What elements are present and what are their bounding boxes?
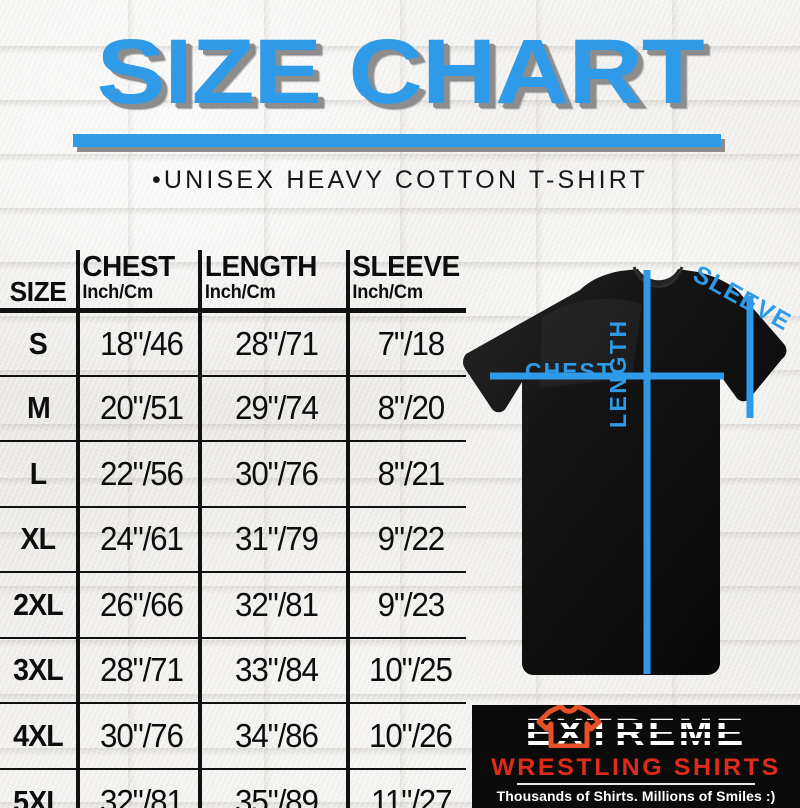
page-title: SIZE CHART [96,21,704,123]
cell-size: L [0,440,78,507]
tshirt-collar-seam [632,266,684,288]
length-label: LENGTH [605,318,631,428]
column-header-chest: CHEST Inch/Cm [76,250,200,313]
logo-tagline: Thousands of Shirts. Millions of Smiles … [496,788,776,804]
logo-subbrand-text: WRESTLING SHIRTS [491,754,781,781]
size-chart-table: SIZE CHEST Inch/Cm LENGTH Inch/Cm SLEEVE… [0,250,466,808]
tshirt-diagram: CHEST LENGTH SLEEVE [462,258,800,710]
cell-size: S [28,325,48,361]
cell-length: 31"/79 [198,505,348,572]
cell-size: 4XL [0,702,78,769]
logo-divider [517,783,755,785]
cell-sleeve: 9"/22 [346,505,466,572]
cell-chest: 18"/46 [76,310,200,376]
cell-size: 5XL [0,767,78,808]
cell-sleeve: 9"/23 [346,571,466,638]
cell-chest: 24"/61 [76,505,200,572]
tshirt-body [463,269,787,675]
cell-size: M [0,374,78,441]
cell-size: XL [0,505,78,572]
table-row: S 18"/46 28"/71 7"/18 [0,310,466,376]
cell-sleeve: 8"/20 [346,374,466,441]
cell-chest: 28"/71 [76,636,200,703]
cell-sleeve: 7"/18 [346,310,466,376]
cell-size: 2XL [0,571,78,638]
cell-size: 3XL [0,636,78,703]
cell-length: 34"/86 [198,702,348,769]
cell-length: 28"/71 [198,310,348,376]
table-row: XL 24"/61 31"/79 9"/22 [0,505,466,572]
logo-tshirt-icon [536,705,602,748]
cell-sleeve: 10"/26 [346,702,466,769]
cell-chest: 32"/81 [76,767,200,808]
cell-chest: 22"/56 [76,440,200,507]
cell-sleeve: 8"/21 [346,440,466,507]
table-row: L 22"/56 30"/76 8"/21 [0,440,466,507]
table-header-row: SIZE CHEST Inch/Cm LENGTH Inch/Cm SLEEVE… [0,250,466,313]
cell-sleeve: 11"/27 [346,767,466,808]
title-underline-bar [73,134,721,147]
logo-strike-2 [516,729,756,732]
logo-strike-4 [516,747,756,750]
title-underline [73,134,725,152]
chest-label: CHEST [525,358,613,384]
table-row: 3XL 28"/71 33"/84 10"/25 [0,636,466,703]
logo-strike-3 [516,738,756,741]
cell-chest: 20"/51 [76,374,200,441]
header-block: SIZE CHART [0,24,800,120]
logo-strike-1 [516,720,756,723]
table-row: 4XL 30"/76 34"/86 10"/26 [0,702,466,769]
cell-chest: 26"/66 [76,571,200,638]
table-row: 2XL 26"/66 32"/81 9"/23 [0,571,466,638]
column-header-size: SIZE [0,250,78,313]
cell-length: 35"/89 [198,767,348,808]
cell-length: 29"/74 [198,374,348,441]
column-header-sleeve: SLEEVE Inch/Cm [346,250,466,313]
page-subtitle: •UNISEX HEAVY COTTON T-SHIRT [151,166,649,194]
column-header-length: LENGTH Inch/Cm [198,250,348,313]
cell-length: 33"/84 [198,636,348,703]
table-row: 5XL 32"/81 35"/89 11"/27 [0,767,466,808]
cell-length: 32"/81 [198,571,348,638]
table-row: M 20"/51 29"/74 8"/20 [0,374,466,441]
cell-sleeve: 10"/25 [346,636,466,703]
tshirt-highlight [540,298,642,388]
cell-chest: 30"/76 [76,702,200,769]
brand-logo: EXTREME WRESTLING SHIRTS Thousands of Sh… [472,705,800,808]
table-body: S 18"/46 28"/71 7"/18 M 20"/51 29"/74 8"… [0,310,466,808]
cell-length: 30"/76 [198,440,348,507]
tshirt-icon [463,266,787,675]
